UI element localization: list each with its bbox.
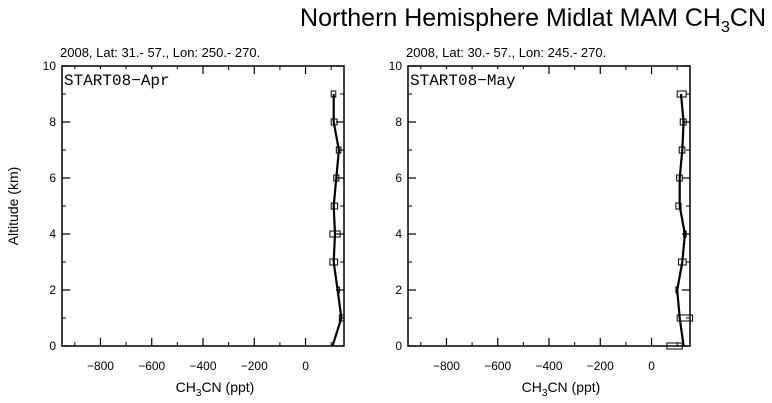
panel-header: 2008, Lat: 30.- 57., Lon: 245.- 270. (406, 45, 606, 60)
panel-header: 2008, Lat: 31.- 57., Lon: 250.- 270. (60, 45, 260, 60)
panel-label-bg (63, 69, 199, 89)
panel-label-bg (409, 69, 545, 89)
plot-frame (61, 65, 345, 347)
figure-title-tail: CN (730, 4, 766, 32)
x-tick-label: −600 (138, 359, 165, 373)
y-tick-label: 2 (395, 283, 402, 297)
box-mark (675, 202, 682, 210)
x-tick-label: −800 (433, 359, 460, 373)
y-tick-label: 0 (395, 339, 402, 353)
profile-line (676, 93, 687, 347)
y-tick-label: 4 (49, 227, 56, 241)
x-tick-label: −600 (484, 359, 511, 373)
box-mark (676, 314, 694, 322)
x-axis-label-tail: CN (ppt) (201, 379, 254, 395)
x-axis-label: CH3CN (ppt) (176, 379, 255, 399)
x-axis-label-sub: 3 (196, 388, 202, 399)
plot-frame (407, 65, 691, 347)
panel-2: 2008, Lat: 30.- 57., Lon: 245.- 270. −800… (389, 45, 694, 399)
y-tick-label: 10 (389, 59, 403, 73)
x-axis-label-sub: 3 (542, 388, 548, 399)
x-axis-label-tail: CN (ppt) (547, 379, 600, 395)
profile-line (331, 94, 343, 347)
x-tick-label: 0 (648, 359, 655, 373)
y-tick-label: 8 (395, 115, 402, 129)
x-tick-label: 0 (302, 359, 309, 373)
y-tick-label: 6 (395, 171, 402, 185)
figure-title-main: Northern Hemisphere Midlat MAM CH (300, 4, 721, 32)
x-tick-label: −200 (241, 359, 268, 373)
y-tick-label: 4 (395, 227, 402, 241)
x-tick-label: −400 (189, 359, 216, 373)
y-tick-label: 6 (49, 171, 56, 185)
figure-title: Northern Hemisphere Midlat MAM CH3CN (300, 4, 766, 36)
y-tick-label: 8 (49, 115, 56, 129)
panel-label: START08−May (410, 72, 516, 90)
y-tick-label: 10 (43, 59, 57, 73)
x-tick-label: −400 (535, 359, 562, 373)
panel-1: 2008, Lat: 31.- 57., Lon: 250.- 270. −800… (43, 45, 345, 399)
y-tick-label: 0 (49, 339, 56, 353)
x-tick-label: −200 (587, 359, 614, 373)
x-axis-label: CH3CN (ppt) (522, 379, 601, 399)
x-axis-label-main: CH (522, 379, 542, 395)
panel-label: START08−Apr (64, 72, 170, 90)
x-tick-label: −800 (87, 359, 114, 373)
box-mark (666, 342, 683, 350)
y-axis-label: Altitude (km) (5, 167, 21, 246)
x-axis-label-main: CH (176, 379, 196, 395)
y-tick-label: 2 (49, 283, 56, 297)
figure-title-sub: 3 (721, 19, 730, 36)
